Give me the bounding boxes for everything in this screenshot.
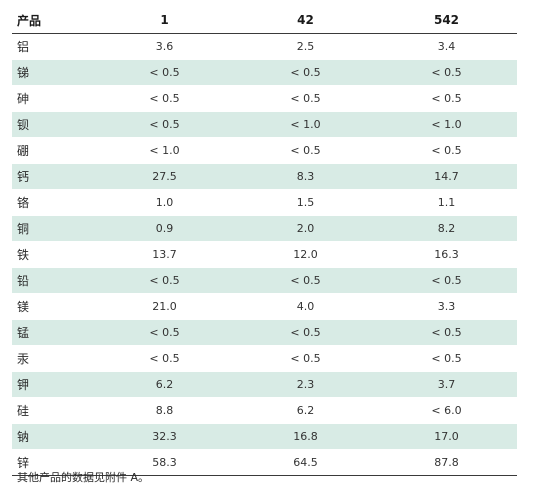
- value-cell: 58.3: [94, 449, 235, 476]
- element-content-table: 产品 1 42 542 铝 3.6 2.5 3.4 锑 < 0.5 < 0.5 < 0.5 砷 <…: [12, 7, 517, 476]
- table-row: 钡 < 0.5 < 1.0 < 1.0: [12, 111, 517, 138]
- value-cell: < 0.5: [94, 345, 235, 372]
- value-cell: 2.5: [235, 33, 376, 60]
- table-row: 硼 < 1.0 < 0.5 < 0.5: [12, 137, 517, 164]
- value-cell: < 0.5: [94, 267, 235, 294]
- value-cell: < 0.5: [235, 137, 376, 164]
- element-name-cell: 钡: [12, 111, 94, 138]
- header-product-42: 42: [235, 7, 376, 34]
- value-cell: 8.2: [376, 215, 517, 242]
- value-cell: 64.5: [235, 449, 376, 476]
- value-cell: < 0.5: [94, 319, 235, 346]
- table-row: 钾 6.2 2.3 3.7: [12, 371, 517, 398]
- value-cell: 2.0: [235, 215, 376, 242]
- value-cell: 13.7: [94, 241, 235, 268]
- footnote: 其他产品的数据见附件 A。: [17, 471, 150, 484]
- value-cell: 8.3: [235, 163, 376, 190]
- element-name-cell: 铜: [12, 215, 94, 242]
- table-row: 硅 8.8 6.2 < 6.0: [12, 397, 517, 424]
- value-cell: 4.0: [235, 293, 376, 320]
- value-cell: < 0.5: [235, 267, 376, 294]
- value-cell: < 0.5: [94, 111, 235, 138]
- value-cell: < 0.5: [94, 59, 235, 86]
- value-cell: 1.5: [235, 189, 376, 216]
- element-name-cell: 锰: [12, 319, 94, 346]
- table-row: 铝 3.6 2.5 3.4: [12, 33, 517, 60]
- header-product: 产品: [12, 7, 94, 34]
- value-cell: 16.3: [376, 241, 517, 268]
- value-cell: < 0.5: [235, 319, 376, 346]
- element-name-cell: 镁: [12, 293, 94, 320]
- value-cell: < 1.0: [376, 111, 517, 138]
- value-cell: 6.2: [235, 397, 376, 424]
- element-name-cell: 铬: [12, 189, 94, 216]
- value-cell: < 0.5: [235, 85, 376, 112]
- value-cell: < 1.0: [94, 137, 235, 164]
- value-cell: < 0.5: [376, 345, 517, 372]
- value-cell: < 0.5: [376, 85, 517, 112]
- table-row: 铬 1.0 1.5 1.1: [12, 189, 517, 216]
- value-cell: 3.3: [376, 293, 517, 320]
- element-name-cell: 硅: [12, 397, 94, 424]
- element-name-cell: 钠: [12, 423, 94, 450]
- value-cell: < 0.5: [376, 267, 517, 294]
- header-product-1: 1: [94, 7, 235, 34]
- value-cell: < 0.5: [235, 345, 376, 372]
- table-row: 钙 27.5 8.3 14.7: [12, 163, 517, 190]
- value-cell: 8.8: [94, 397, 235, 424]
- value-cell: 32.3: [94, 423, 235, 450]
- table-row: 铜 0.9 2.0 8.2: [12, 215, 517, 242]
- value-cell: 27.5: [94, 163, 235, 190]
- value-cell: < 0.5: [376, 59, 517, 86]
- value-cell: 17.0: [376, 423, 517, 450]
- value-cell: 3.4: [376, 33, 517, 60]
- value-cell: < 1.0: [235, 111, 376, 138]
- element-name-cell: 锌: [12, 449, 94, 476]
- table-row: 汞 < 0.5 < 0.5 < 0.5: [12, 345, 517, 372]
- value-cell: 12.0: [235, 241, 376, 268]
- value-cell: < 0.5: [235, 59, 376, 86]
- table-row: 锑 < 0.5 < 0.5 < 0.5: [12, 59, 517, 86]
- table-row: 镁 21.0 4.0 3.3: [12, 293, 517, 320]
- value-cell: 0.9: [94, 215, 235, 242]
- header-product-542: 542: [376, 7, 517, 34]
- element-name-cell: 汞: [12, 345, 94, 372]
- value-cell: 14.7: [376, 163, 517, 190]
- value-cell: 16.8: [235, 423, 376, 450]
- table-row: 铁 13.7 12.0 16.3: [12, 241, 517, 268]
- value-cell: 87.8: [376, 449, 517, 476]
- value-cell: 3.6: [94, 33, 235, 60]
- value-cell: < 6.0: [376, 397, 517, 424]
- element-name-cell: 钙: [12, 163, 94, 190]
- element-name-cell: 铁: [12, 241, 94, 268]
- value-cell: 2.3: [235, 371, 376, 398]
- value-cell: 1.1: [376, 189, 517, 216]
- value-cell: 3.7: [376, 371, 517, 398]
- value-cell: < 0.5: [94, 85, 235, 112]
- element-name-cell: 铝: [12, 33, 94, 60]
- element-name-cell: 砷: [12, 85, 94, 112]
- element-name-cell: 钾: [12, 371, 94, 398]
- element-name-cell: 锑: [12, 59, 94, 86]
- value-cell: 21.0: [94, 293, 235, 320]
- element-content-table-container: 产品 1 42 542 铝 3.6 2.5 3.4 锑 < 0.5 < 0.5 < 0.5 砷 <…: [12, 7, 517, 476]
- element-name-cell: 硼: [12, 137, 94, 164]
- table-row: 锰 < 0.5 < 0.5 < 0.5: [12, 319, 517, 346]
- table-row: 铅 < 0.5 < 0.5 < 0.5: [12, 267, 517, 294]
- table-row: 锌 58.3 64.5 87.8: [12, 449, 517, 476]
- value-cell: 6.2: [94, 371, 235, 398]
- table-row: 砷 < 0.5 < 0.5 < 0.5: [12, 85, 517, 112]
- element-name-cell: 铅: [12, 267, 94, 294]
- value-cell: < 0.5: [376, 319, 517, 346]
- value-cell: 1.0: [94, 189, 235, 216]
- value-cell: < 0.5: [376, 137, 517, 164]
- table-row: 钠 32.3 16.8 17.0: [12, 423, 517, 450]
- table-header-row: 产品 1 42 542: [12, 7, 517, 34]
